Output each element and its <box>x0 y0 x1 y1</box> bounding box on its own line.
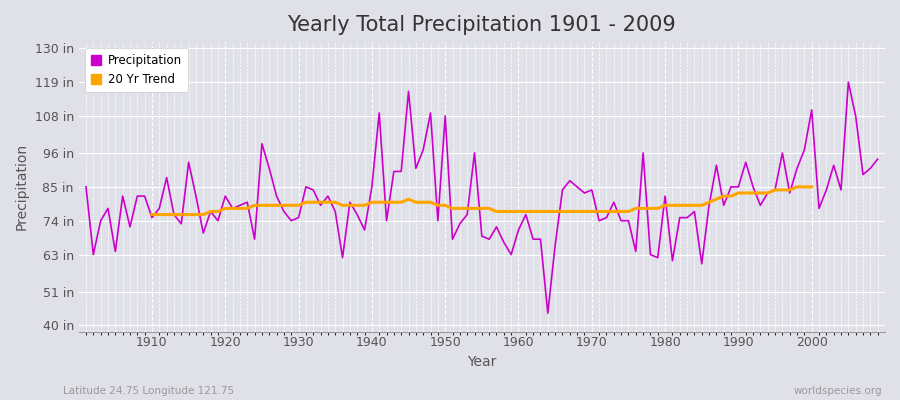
Legend: Precipitation, 20 Yr Trend: Precipitation, 20 Yr Trend <box>85 48 188 92</box>
Y-axis label: Precipitation: Precipitation <box>15 143 29 230</box>
Title: Yearly Total Precipitation 1901 - 2009: Yearly Total Precipitation 1901 - 2009 <box>287 15 676 35</box>
X-axis label: Year: Year <box>467 355 497 369</box>
Text: Latitude 24.75 Longitude 121.75: Latitude 24.75 Longitude 121.75 <box>63 386 234 396</box>
Text: worldspecies.org: worldspecies.org <box>794 386 882 396</box>
